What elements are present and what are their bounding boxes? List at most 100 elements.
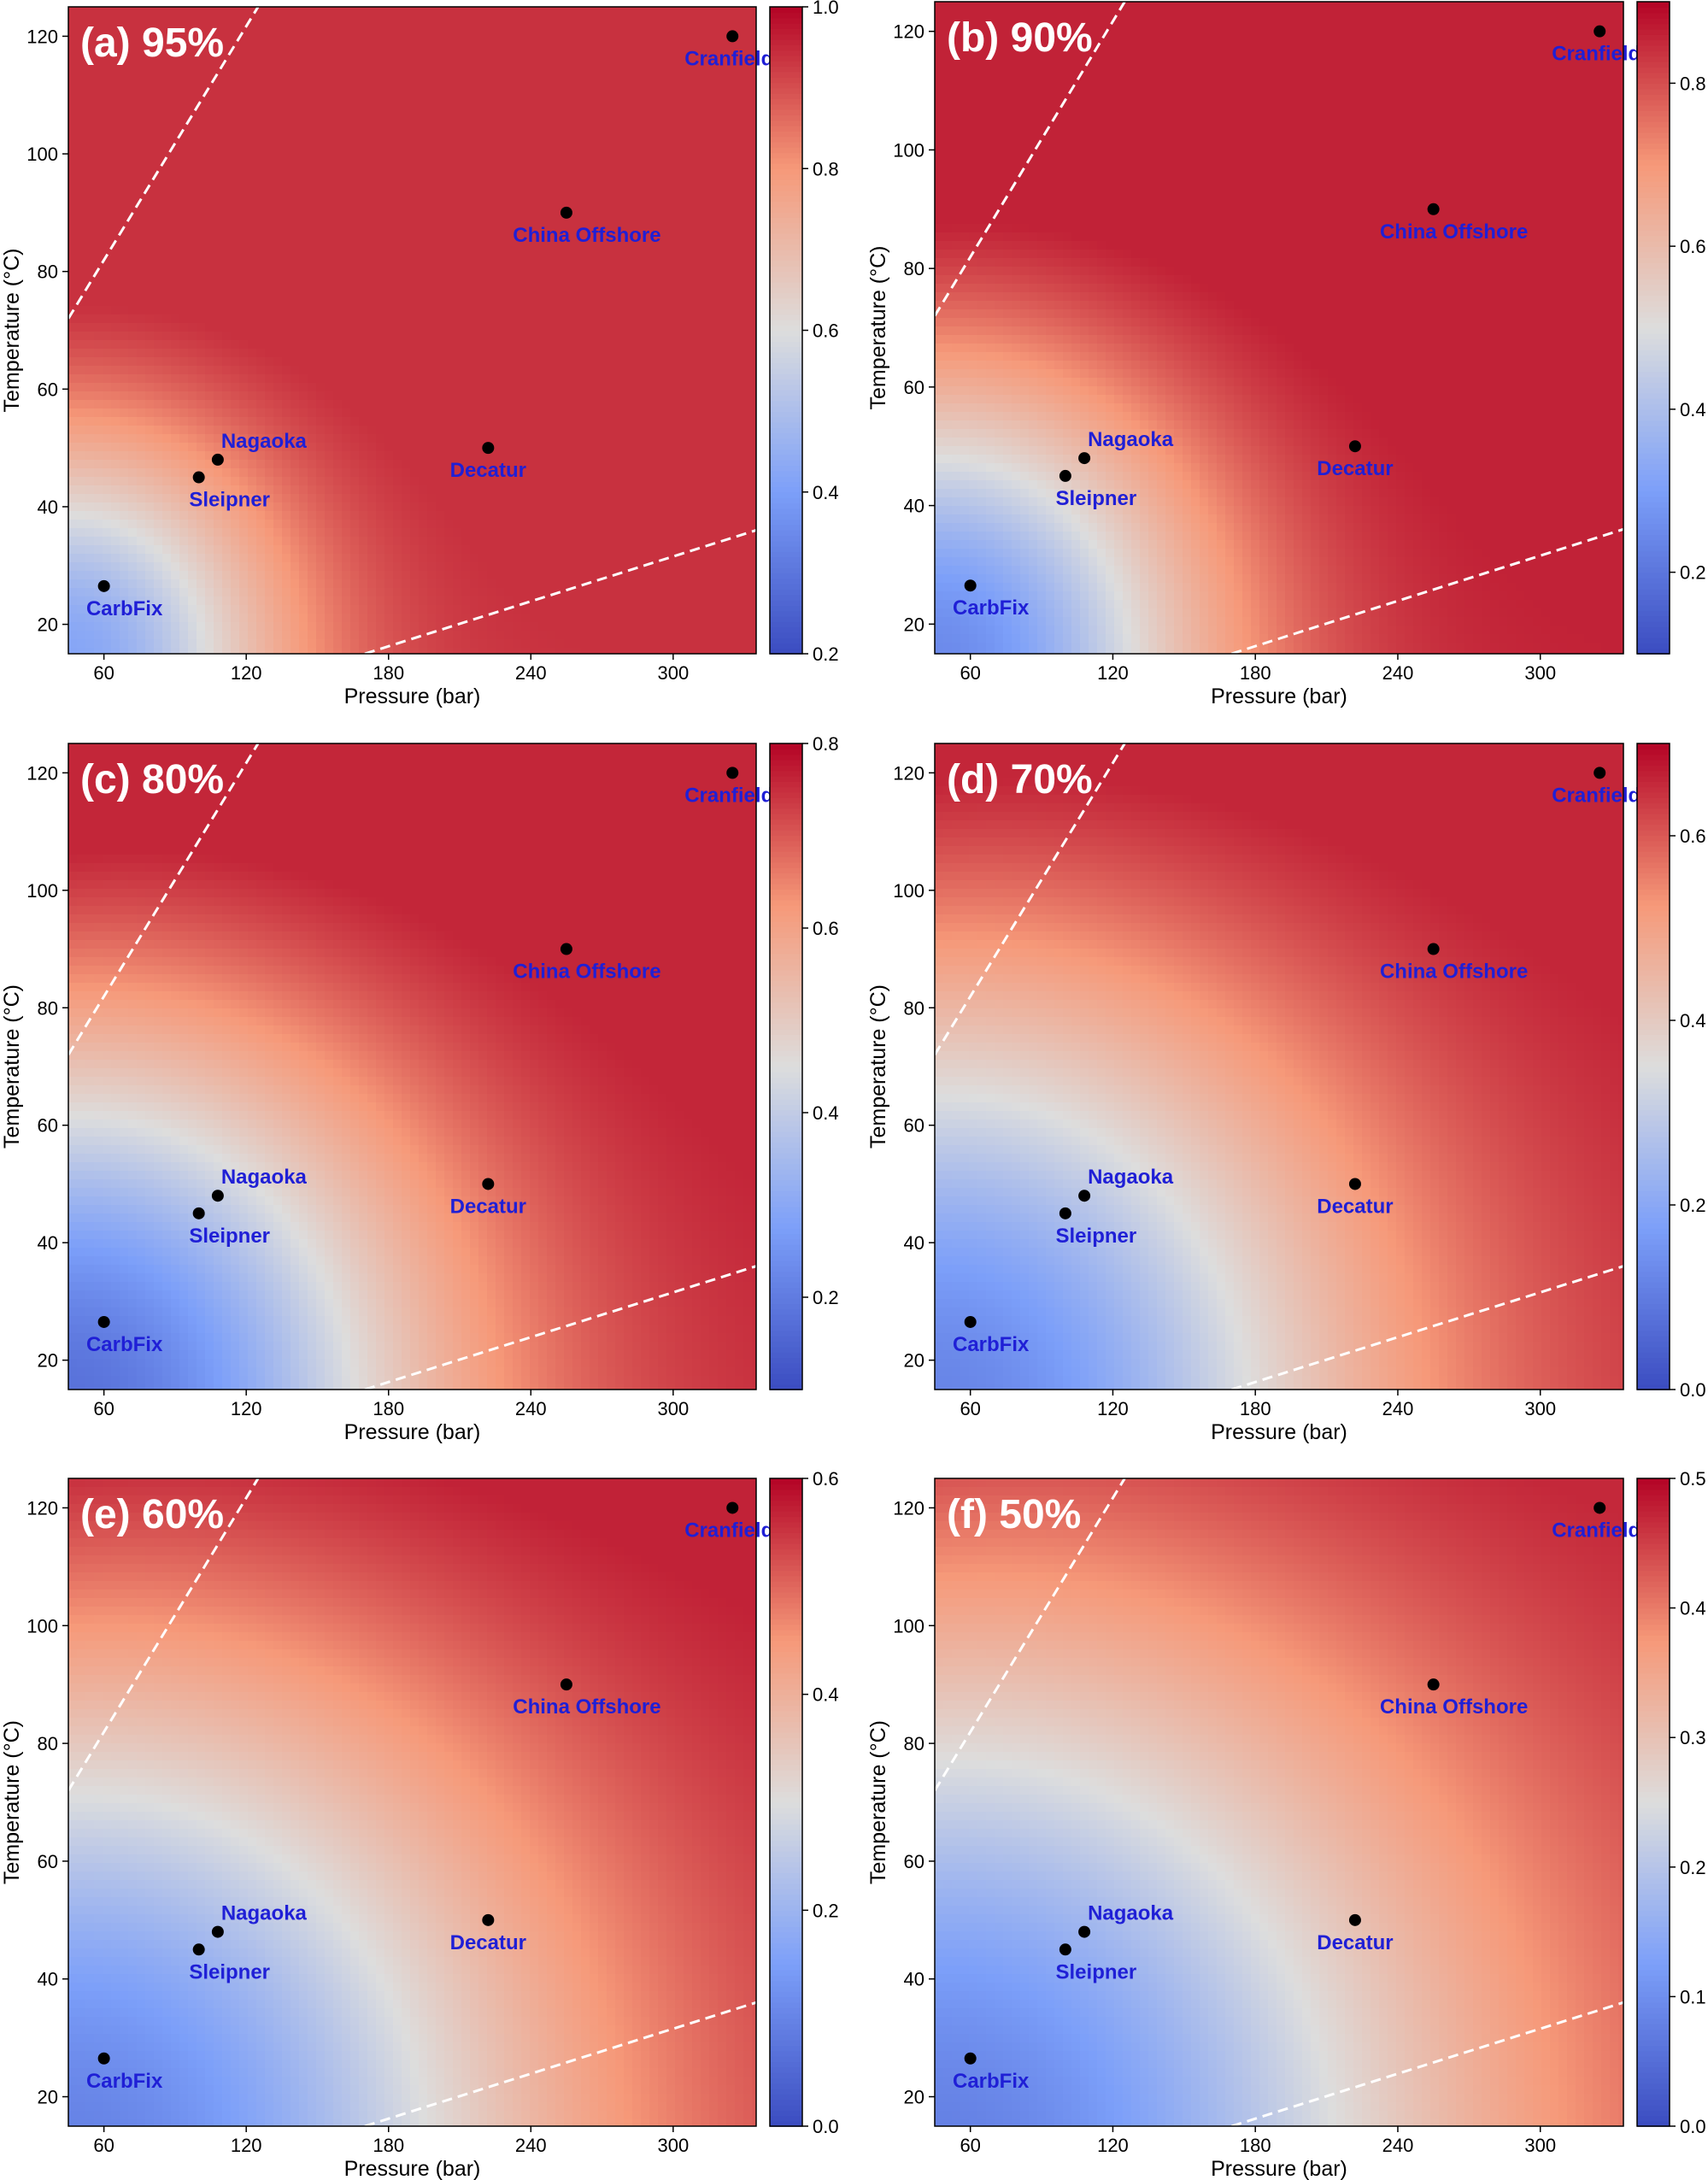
x-tick-label: 60 [93,662,114,684]
panel-title: (d) 70% [947,757,1093,802]
colorbar-tick-label: 0.5 [1680,1468,1706,1490]
colorbar-tick-label: 0.6 [1680,236,1706,257]
site-label: Decatur [450,1931,526,1954]
colorbar-frame [769,743,803,1390]
chart-panel: 60 120 180 240 300 20 40 60 80 100 120 Pressure (ba… [0,1468,839,2180]
x-tick-label: 60 [93,1398,114,1419]
site-label: Cranfield [1552,784,1641,807]
y-axis-label: Temperature (°C) [0,1720,24,1884]
site-marker [1348,1178,1361,1190]
site-marker [482,1913,495,1926]
y-axis-label: Temperature (°C) [866,1720,890,1884]
x-tick-label: 180 [1240,2135,1271,2156]
site-label: Cranfield [684,1519,773,1542]
site-marker [1427,203,1440,215]
y-tick-label: 20 [38,614,58,636]
y-tick-label: 20 [38,2087,58,2108]
colorbar-tick-label: 0.3 [1680,1727,1706,1748]
boundary-line [68,1478,260,1791]
boundary-line [68,7,260,320]
panel-title: (e) 60% [80,1492,224,1537]
colorbar-frame [1636,743,1670,1390]
site-marker [1427,1678,1440,1691]
boundary-line [935,1478,1126,1791]
boundary-line [1230,527,1623,654]
plot-frame [67,743,757,1390]
site-label: Sleipner [1056,487,1137,510]
site-marker [1348,440,1361,453]
site-marker [1078,1190,1091,1202]
site-label: Sleipner [189,489,270,512]
plot-frame [67,1478,757,2127]
x-tick-label: 120 [1097,662,1129,684]
site-label: Cranfield [1552,1519,1641,1542]
boundary-line [364,1265,756,1390]
chart-panel: 60 120 180 240 300 20 40 60 80 100 120 Pressure (ba… [0,0,839,708]
boundary-line [364,2001,756,2126]
panel-title: (f) 50% [947,1492,1081,1537]
boundary-line [935,743,1126,1056]
site-marker [482,442,495,455]
y-tick-label: 80 [904,258,924,279]
colorbar-frame [1636,1,1670,655]
panel-title: (a) 95% [80,21,224,66]
y-tick-label: 100 [893,880,924,902]
y-tick-label: 80 [904,997,924,1019]
site-label: Sleipner [1056,1225,1137,1248]
colorbar-tick-label: 0.8 [1680,73,1706,94]
y-tick-label: 100 [893,1615,924,1636]
x-tick-label: 240 [1382,662,1414,684]
plot-frame [934,743,1624,1390]
x-tick-label: 180 [373,2135,404,2156]
site-marker [964,1315,977,1328]
x-tick-label: 120 [231,2135,262,2156]
y-tick-label: 20 [904,614,924,635]
y-axis-label: Temperature (°C) [0,984,24,1149]
x-tick-label: 240 [1382,1398,1414,1419]
colorbar-tick-label: 0.8 [813,733,839,755]
y-tick-label: 120 [893,1497,924,1519]
y-tick-label: 120 [893,762,924,784]
site-label: Nagaoka [221,1902,308,1925]
colorbar-tick-label: 0.2 [813,1287,839,1308]
site-label: Decatur [1317,457,1393,480]
site-label: Nagaoka [221,430,308,453]
site-label: Nagaoka [221,1166,308,1189]
y-tick-label: 60 [904,1115,924,1137]
x-axis-label: Pressure (bar) [344,685,481,708]
site-marker [211,1925,224,1938]
boundary-line [364,529,756,654]
site-label: CarbFix [86,597,163,620]
x-tick-label: 240 [515,662,547,684]
y-axis-label: Temperature (°C) [866,246,890,410]
x-tick-label: 120 [231,662,262,684]
site-label: Nagaoka [1088,428,1174,451]
boundary-line [1230,1265,1623,1390]
site-label: China Offshore [1380,1695,1528,1719]
colorbar-tick-label: 0.6 [813,320,839,342]
x-tick-label: 300 [1524,2135,1556,2156]
x-tick-label: 120 [231,1398,262,1419]
y-tick-label: 100 [893,139,924,161]
x-tick-label: 300 [657,2135,689,2156]
plot-frame [934,1478,1624,2127]
colorbar-tick-label: 0.2 [1680,562,1706,584]
colorbar-tick-label: 0.6 [813,918,839,939]
colorbar: 0.2 0.4 0.6 0.8 [769,733,839,1390]
site-marker [726,30,739,43]
colorbar-tick-label: 0.4 [1680,1010,1706,1031]
site-marker [560,1678,572,1691]
site-marker [211,453,224,466]
site-marker [192,1943,205,1956]
site-marker [482,1178,495,1190]
x-tick-label: 300 [1524,1398,1556,1419]
site-label: Decatur [450,1195,526,1218]
x-tick-label: 120 [1097,2135,1129,2156]
y-tick-label: 60 [38,1851,58,1872]
x-tick-label: 180 [1240,662,1271,684]
x-axis-label: Pressure (bar) [1211,685,1347,708]
x-tick-label: 300 [657,1398,689,1419]
site-marker [97,1315,110,1328]
x-tick-label: 180 [373,1398,404,1419]
site-label: CarbFix [953,596,1030,620]
